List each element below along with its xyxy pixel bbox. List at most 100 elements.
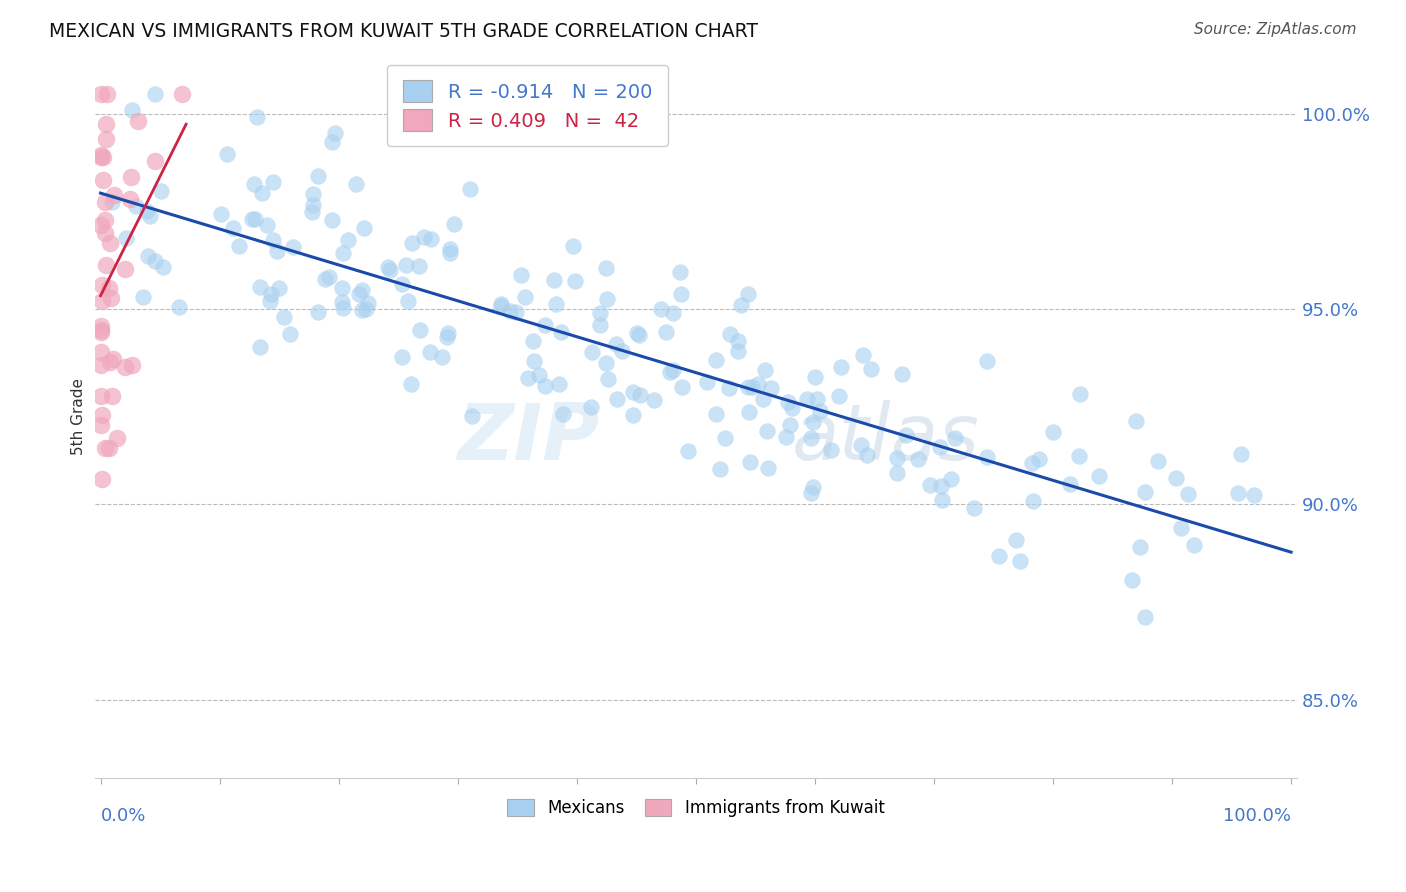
Point xyxy=(377,260,399,274)
Point xyxy=(489,297,512,311)
Point xyxy=(91,150,114,164)
Point xyxy=(409,323,432,337)
Point xyxy=(801,480,824,494)
Point xyxy=(115,231,138,245)
Point xyxy=(94,132,117,146)
Point xyxy=(336,233,359,247)
Point xyxy=(1164,471,1187,485)
Text: 100.0%: 100.0% xyxy=(1223,807,1291,825)
Point xyxy=(654,325,676,339)
Point xyxy=(330,281,353,295)
Point xyxy=(143,87,166,102)
Point xyxy=(754,363,776,377)
Point xyxy=(301,197,323,211)
Point xyxy=(596,292,619,306)
Point xyxy=(101,195,124,210)
Point xyxy=(804,369,827,384)
Point xyxy=(1177,487,1199,501)
Point xyxy=(709,462,731,476)
Point xyxy=(962,501,984,516)
Point xyxy=(779,418,801,433)
Point xyxy=(259,294,281,309)
Point xyxy=(704,407,727,421)
Point xyxy=(929,479,952,493)
Point xyxy=(170,87,193,102)
Point xyxy=(776,394,799,409)
Point xyxy=(588,318,610,332)
Point xyxy=(439,242,461,256)
Point xyxy=(643,393,665,408)
Point xyxy=(596,372,619,386)
Point xyxy=(800,485,823,500)
Point xyxy=(283,240,305,254)
Point xyxy=(1028,451,1050,466)
Point xyxy=(775,430,797,444)
Point xyxy=(262,175,284,189)
Point xyxy=(399,376,422,391)
Point xyxy=(579,401,602,415)
Point xyxy=(1067,449,1090,463)
Point xyxy=(801,415,824,429)
Point xyxy=(91,408,114,422)
Point xyxy=(696,376,718,390)
Point xyxy=(149,184,172,198)
Point xyxy=(143,154,166,169)
Point xyxy=(1170,521,1192,535)
Point xyxy=(352,283,374,297)
Point xyxy=(121,358,143,372)
Point xyxy=(408,259,430,273)
Point xyxy=(439,245,461,260)
Point xyxy=(918,477,941,491)
Point xyxy=(595,260,617,275)
Point xyxy=(391,277,413,292)
Point xyxy=(90,150,112,164)
Point xyxy=(1125,414,1147,428)
Point xyxy=(217,147,239,161)
Point xyxy=(436,330,458,344)
Point xyxy=(250,186,273,200)
Point xyxy=(517,370,540,384)
Point xyxy=(132,290,155,304)
Point xyxy=(1087,468,1109,483)
Point xyxy=(544,297,567,311)
Point xyxy=(307,304,329,318)
Point xyxy=(419,231,441,245)
Point xyxy=(669,265,692,279)
Point xyxy=(717,382,740,396)
Point xyxy=(741,379,763,393)
Point xyxy=(1021,456,1043,470)
Point xyxy=(121,103,143,118)
Point xyxy=(437,326,460,340)
Point xyxy=(260,287,283,301)
Point xyxy=(929,440,952,454)
Text: atlas: atlas xyxy=(792,401,980,476)
Point xyxy=(353,220,375,235)
Legend: Mexicans, Immigrants from Kuwait: Mexicans, Immigrants from Kuwait xyxy=(501,792,891,824)
Point xyxy=(713,430,735,444)
Point xyxy=(105,431,128,445)
Point xyxy=(308,169,330,184)
Point xyxy=(89,87,111,102)
Point xyxy=(347,286,370,301)
Point xyxy=(391,350,413,364)
Point xyxy=(330,294,353,309)
Point xyxy=(90,148,112,162)
Point xyxy=(98,281,121,295)
Point xyxy=(830,359,852,374)
Point xyxy=(396,294,419,309)
Point xyxy=(90,344,112,359)
Point xyxy=(136,249,159,263)
Point xyxy=(101,389,124,403)
Point xyxy=(1121,574,1143,588)
Point xyxy=(103,351,125,366)
Point xyxy=(534,318,557,333)
Point xyxy=(939,472,962,486)
Point xyxy=(943,431,966,445)
Point xyxy=(780,401,803,416)
Point xyxy=(610,343,633,358)
Point xyxy=(1229,447,1251,461)
Point xyxy=(114,261,136,276)
Point xyxy=(120,193,142,207)
Point xyxy=(1243,488,1265,502)
Point xyxy=(269,281,291,295)
